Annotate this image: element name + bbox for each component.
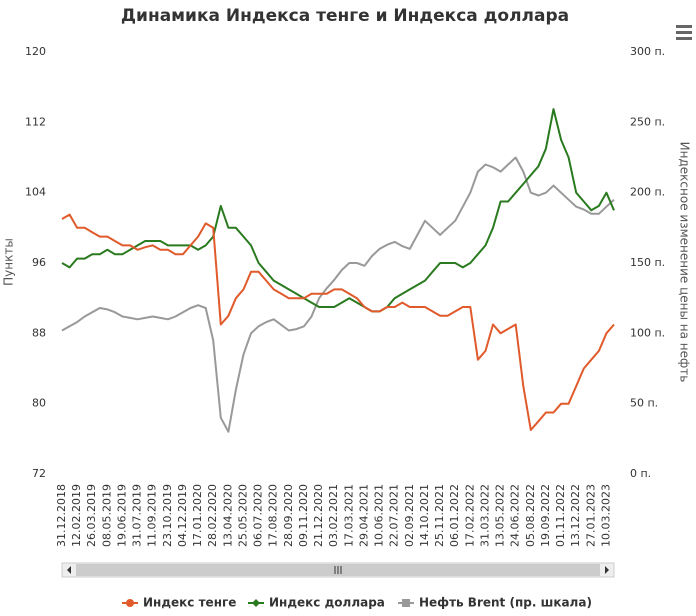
x-tick-label: 21.12.2020 (312, 484, 325, 547)
x-tick-label: 28.02.2020 (206, 484, 219, 547)
y2-tick-label: 250 п. (630, 115, 665, 128)
x-tick-label: 19.09.2022 (539, 484, 552, 547)
x-tick-label: 17.02.2022 (463, 484, 476, 547)
series-line (61, 156, 615, 433)
y2-axis-title: Индексное изменение цены на нефть (678, 142, 692, 383)
scroll-grip[interactable] (334, 566, 342, 574)
y2-tick-label: 300 п. (630, 45, 665, 58)
y-tick-label: 72 (32, 467, 46, 480)
x-tick-label: 31.03.2022 (478, 484, 491, 547)
series-line (61, 108, 615, 313)
x-tick-label: 25.11.2021 (433, 484, 446, 547)
x-tick-label: 24.06.2022 (509, 484, 522, 547)
legend-label[interactable]: Индекс доллара (269, 596, 385, 610)
x-tick-label: 26.03.2019 (85, 484, 98, 547)
y-tick-label: 80 (32, 397, 46, 410)
y-tick-label: 96 (32, 256, 46, 269)
x-tick-label: 22.07.2021 (388, 484, 401, 547)
menu-bar[interactable] (676, 31, 692, 34)
y2-tick-label: 0 п. (630, 467, 651, 480)
x-tick-label: 05.08.2022 (524, 484, 537, 547)
y-axis-title: Пункты (2, 238, 16, 286)
scroll-left-arrow[interactable] (67, 566, 71, 574)
x-tick-label: 11.09.2019 (146, 484, 159, 547)
x-tick-label: 31.12.2018 (55, 484, 68, 547)
x-tick-label: 17.03.2021 (342, 484, 355, 547)
scroll-right-arrow[interactable] (605, 566, 609, 574)
legend-marker[interactable] (126, 599, 134, 607)
menu-bar[interactable] (676, 37, 692, 40)
y-tick-label: 112 (25, 115, 46, 128)
x-tick-label: 25.05.2020 (236, 484, 249, 547)
x-tick-label: 28.09.2020 (282, 484, 295, 547)
x-tick-label: 31.07.2019 (131, 484, 144, 547)
legend-label[interactable]: Нефть Brent (пр. шкала) (419, 596, 592, 610)
x-tick-label: 09.11.2020 (297, 484, 310, 547)
x-tick-label: 13.05.2022 (494, 484, 507, 547)
x-tick-label: 03.02.2021 (327, 484, 340, 547)
x-tick-label: 10.03.2023 (599, 484, 612, 547)
x-tick-label: 17.01.2020 (191, 484, 204, 547)
y-tick-label: 104 (25, 186, 46, 199)
x-tick-label: 04.12.2019 (176, 484, 189, 547)
x-tick-label: 19.06.2019 (115, 484, 128, 547)
x-tick-label: 06.07.2020 (252, 484, 265, 547)
chart-title: Динамика Индекса тенге и Индекса доллара (121, 6, 569, 26)
x-tick-label: 13.12.2022 (569, 484, 582, 547)
x-tick-label: 12.02.2019 (70, 484, 83, 547)
y-tick-label: 120 (25, 45, 46, 58)
x-tick-label: 29.04.2021 (357, 484, 370, 547)
x-tick-label: 10.06.2021 (373, 484, 386, 547)
legend-marker[interactable] (252, 599, 260, 607)
y2-tick-label: 150 п. (630, 256, 665, 269)
y2-tick-label: 100 п. (630, 326, 665, 339)
menu-button[interactable] (676, 25, 692, 40)
y2-tick-label: 50 п. (630, 397, 658, 410)
x-tick-label: 02.09.2021 (403, 484, 416, 547)
x-tick-label: 23.10.2019 (161, 484, 174, 547)
x-tick-label: 01.11.2022 (554, 484, 567, 547)
y-tick-label: 88 (32, 326, 46, 339)
x-tick-label: 13.04.2020 (221, 484, 234, 547)
series-line (61, 213, 615, 431)
legend-label[interactable]: Индекс тенге (143, 596, 236, 610)
x-tick-label: 27.01.2023 (584, 484, 597, 547)
legend-marker[interactable] (402, 599, 410, 607)
y2-tick-label: 200 п. (630, 186, 665, 199)
scrollbar[interactable] (61, 562, 615, 578)
x-tick-label: 17.08.2020 (267, 484, 280, 547)
menu-bar[interactable] (676, 25, 692, 28)
x-tick-label: 06.01.2022 (448, 484, 461, 547)
x-tick-label: 08.05.2019 (100, 484, 113, 547)
x-tick-label: 14.10.2021 (418, 484, 431, 547)
